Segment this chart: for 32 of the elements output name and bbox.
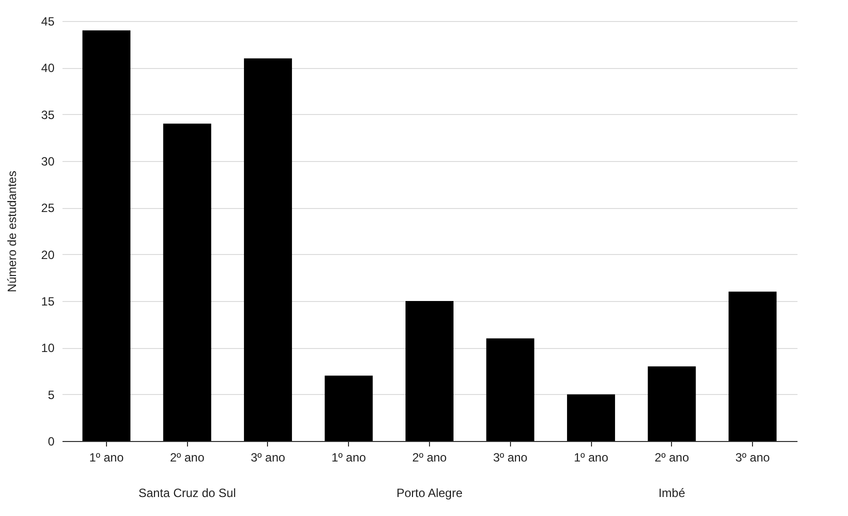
- bar: [728, 292, 777, 441]
- y-tick-label: 20: [41, 248, 55, 262]
- y-tick-label: 45: [41, 14, 55, 28]
- bar: [567, 394, 616, 441]
- x-tick-label: 3º ano: [493, 450, 528, 464]
- x-tick-label: 2º ano: [412, 450, 448, 464]
- text: Porto Alegre: [396, 486, 463, 500]
- x-tick-label: 2º ano: [654, 450, 690, 464]
- bar: [163, 124, 212, 441]
- y-tick-label: 30: [41, 154, 55, 168]
- text: Santa Cruz do Sul: [138, 486, 236, 500]
- x-tick-label: 2º ano: [170, 450, 205, 464]
- x-tick-label: 1º ano: [574, 450, 609, 464]
- x-tick-label: 3º ano: [250, 450, 286, 464]
- text: Imbé: [658, 486, 686, 500]
- y-tick-label: 10: [41, 341, 55, 356]
- y-tick-label: 40: [41, 61, 55, 76]
- bar: [648, 366, 696, 441]
- y-tick-label: 15: [41, 294, 55, 308]
- x-tick-label: 1º ano: [332, 450, 366, 464]
- x-tick-label: 1º ano: [89, 450, 124, 464]
- bar: [486, 338, 534, 441]
- x-tick-label: 3º ano: [735, 450, 770, 464]
- bar: [324, 376, 373, 441]
- y-tick-label: 5: [48, 388, 55, 402]
- bar: [82, 30, 130, 441]
- y-axis-title: Número de estudantes: [5, 170, 20, 292]
- bar: [244, 58, 292, 441]
- bar: [406, 301, 454, 441]
- y-tick-label: 0: [48, 434, 55, 448]
- y-tick-label: 35: [41, 108, 55, 122]
- y-tick-label: 25: [41, 201, 55, 216]
